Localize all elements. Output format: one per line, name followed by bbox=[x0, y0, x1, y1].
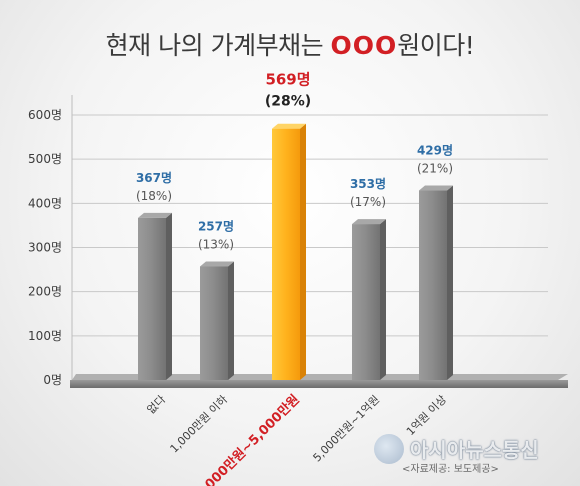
x-category-label: 1,000만원 이하 bbox=[167, 392, 230, 455]
bar-side bbox=[166, 212, 172, 380]
y-tick-label: 300명 bbox=[28, 241, 62, 255]
y-tick-label: 500명 bbox=[28, 152, 62, 166]
bar bbox=[419, 190, 447, 380]
data-label-percent: (17%) bbox=[350, 195, 386, 209]
title-highlight: OOO bbox=[330, 31, 398, 60]
bar bbox=[272, 128, 300, 380]
y-tick-label: 200명 bbox=[28, 285, 62, 299]
x-category-label: 1억원 이상 bbox=[404, 393, 449, 438]
data-label-percent: (28%) bbox=[265, 94, 311, 110]
data-label-count: 429명 bbox=[417, 144, 453, 158]
source-note: <자료제공: 보도제공> bbox=[402, 464, 499, 475]
bar bbox=[352, 224, 380, 380]
data-label-percent: (13%) bbox=[198, 237, 234, 251]
base-platform bbox=[70, 380, 568, 388]
bar-top bbox=[419, 185, 453, 191]
bar-side bbox=[300, 123, 306, 381]
news-agency-logo-icon bbox=[374, 434, 404, 464]
chart-title: 현재 나의 가계부채는 OOO원이다! bbox=[0, 26, 580, 62]
data-label-percent: (21%) bbox=[417, 162, 453, 176]
data-label-count: 353명 bbox=[350, 177, 386, 191]
data-label-count: 569명 bbox=[265, 71, 310, 89]
bar-top bbox=[352, 219, 386, 225]
bar-top bbox=[138, 212, 172, 218]
bar-side bbox=[447, 185, 453, 380]
footer-watermark: 아시아뉴스통신 <자료제공: 보도제공> bbox=[374, 434, 574, 478]
bar-side bbox=[380, 219, 386, 380]
bar bbox=[138, 217, 166, 380]
data-label-percent: (18%) bbox=[136, 189, 172, 203]
y-tick-label: 100명 bbox=[28, 329, 62, 343]
x-category-label: 5,000만원~1억원 bbox=[311, 393, 383, 465]
title-suffix: 원이다! bbox=[397, 31, 475, 60]
y-tick-label: 400명 bbox=[28, 196, 62, 210]
bar bbox=[200, 266, 228, 380]
bar-top bbox=[200, 261, 234, 267]
title-prefix: 현재 나의 가계부채는 bbox=[105, 31, 324, 60]
bar-top bbox=[272, 123, 306, 129]
data-label-count: 257명 bbox=[198, 219, 234, 233]
data-label-count: 367명 bbox=[136, 171, 172, 185]
news-agency-logo-text: 아시아뉴스통신 bbox=[410, 438, 539, 462]
y-tick-label: 600명 bbox=[28, 108, 62, 122]
y-tick-label: 0명 bbox=[43, 373, 62, 387]
x-category-label: 없다 bbox=[145, 393, 169, 417]
bar-side bbox=[228, 261, 234, 380]
